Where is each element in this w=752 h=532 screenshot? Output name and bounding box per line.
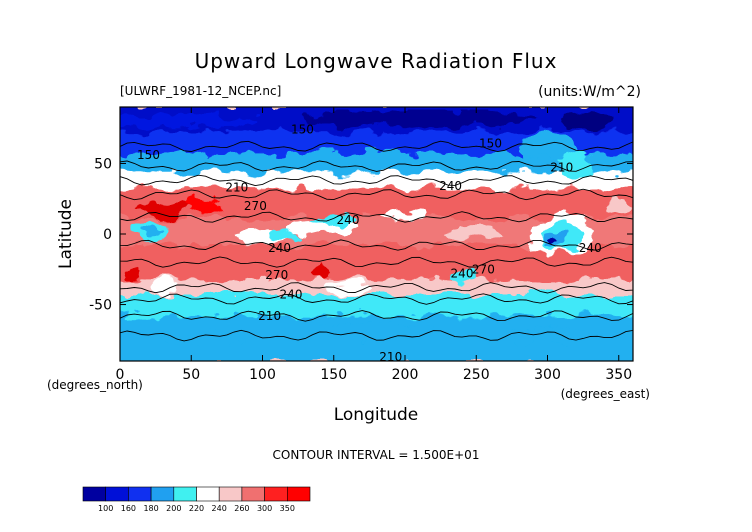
field-feature [312, 266, 327, 281]
contour-line [120, 310, 633, 322]
contour-label: 270 [265, 268, 288, 282]
contour-line [120, 140, 633, 153]
x-tick-label: 200 [392, 367, 419, 383]
contour-line [120, 293, 633, 305]
contour-lines [120, 140, 633, 342]
field-feature [120, 114, 263, 129]
field-feature [379, 210, 431, 219]
field-feature [127, 267, 142, 280]
colorbar-swatch [286, 486, 311, 502]
contour-label: 240 [439, 179, 462, 193]
contour-label: 240 [579, 241, 602, 255]
contour-label: 240 [451, 267, 474, 281]
field-feature [328, 281, 368, 294]
y-tick-label: -50 [89, 298, 112, 314]
colorbar-swatch [82, 486, 107, 502]
field-feature [162, 332, 249, 347]
contour-label: 210 [225, 180, 248, 194]
contour-line [120, 188, 633, 201]
field-feature [521, 133, 574, 160]
field-feature [269, 228, 299, 240]
contour-label: 210 [379, 350, 402, 364]
chart-title: Upward Longwave Radiation Flux [195, 49, 558, 73]
y-axis-label: Latitude [56, 199, 76, 269]
colorbar-level-label: 100 [98, 504, 113, 513]
colorbar-swatch [264, 486, 288, 502]
colorbar-level-label: 220 [189, 504, 204, 513]
contour-label: 240 [280, 288, 303, 302]
field-feature [564, 112, 616, 130]
x-tick-label: 0 [116, 367, 125, 383]
contour-line [120, 160, 633, 172]
y-tick-label: 50 [94, 156, 112, 172]
contour-label: 210 [550, 161, 573, 175]
contour-label: 240 [337, 213, 360, 227]
contour-label: 270 [472, 262, 495, 276]
units-label: (units:W/m^2) [538, 84, 641, 100]
x-tick-label: 100 [249, 367, 276, 383]
field-feature [305, 109, 534, 127]
colorbar: 100 160 180 200 220 240 260 300 350 [82, 486, 311, 513]
contour-label: 150 [291, 123, 314, 137]
colorbar-swatch [196, 486, 220, 502]
field-feature [547, 236, 557, 243]
contour-line [120, 211, 633, 223]
colorbar-level-label: 260 [234, 504, 249, 513]
field-feature [504, 328, 591, 343]
colorbar-swatch [105, 486, 129, 502]
colorbar-swatch [173, 486, 197, 502]
x-tick-label: 300 [534, 367, 561, 383]
contour-line [120, 256, 633, 268]
colorbar-level-label: 160 [121, 504, 136, 513]
x-unit-note: (degrees_east) [561, 387, 650, 401]
colorbar-level-label: 200 [166, 504, 181, 513]
x-tick-label: 50 [182, 367, 200, 383]
y-axis: 50 0 -50 [89, 156, 633, 314]
colorbar-swatch [128, 486, 152, 502]
field-features [120, 109, 633, 347]
field-feature [137, 201, 189, 216]
x-axis: 0 50 100 150 200 250 300 350 [116, 107, 632, 383]
y-unit-note: (degrees_north) [47, 378, 143, 392]
colorbar-swatch [218, 486, 243, 502]
colorbar-swatch [150, 486, 175, 502]
colorbar-level-label: 350 [280, 504, 295, 513]
x-axis-label: Longitude [334, 405, 419, 425]
contour-label: 150 [137, 148, 160, 162]
field-feature [139, 225, 163, 237]
contour-label: 150 [479, 137, 502, 151]
colorbar-level-label: 240 [212, 504, 227, 513]
x-tick-label: 350 [605, 367, 632, 383]
colorbar-swatch [241, 486, 265, 502]
field-feature [604, 198, 633, 213]
y-tick-label: 0 [103, 227, 112, 243]
colorbar-level-label: 300 [257, 504, 272, 513]
contour-line [120, 282, 633, 294]
contour-label: 270 [244, 199, 267, 213]
contour-line [120, 329, 633, 342]
contour-interval-text: CONTOUR INTERVAL = 1.500E+01 [273, 448, 480, 462]
field-feature [312, 214, 356, 226]
x-tick-label: 250 [463, 367, 490, 383]
field-feature [444, 269, 480, 284]
contour-line [120, 239, 633, 251]
x-tick-label: 150 [320, 367, 347, 383]
contour-label: 240 [268, 241, 291, 255]
contour-line [120, 174, 633, 187]
colorbar-level-label: 180 [143, 504, 158, 513]
contour-label: 210 [258, 309, 281, 323]
field-feature [319, 322, 434, 338]
file-label: [ULWRF_1981-12_NCEP.nc] [120, 84, 281, 98]
field-feature [185, 198, 226, 213]
field-feature [447, 225, 505, 237]
field-feature [148, 281, 177, 294]
